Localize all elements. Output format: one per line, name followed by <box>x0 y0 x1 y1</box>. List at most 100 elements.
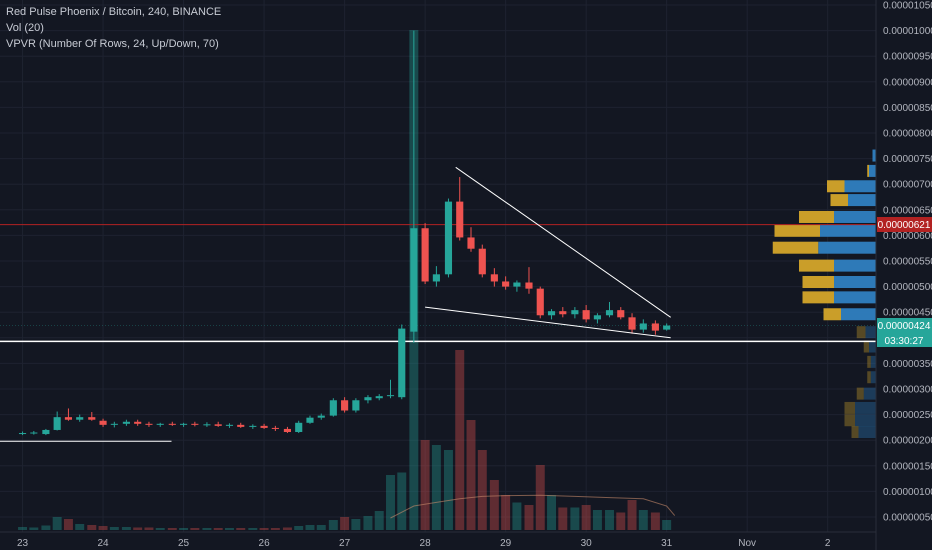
candle-body <box>237 424 245 427</box>
y-tick-label: 0.00000450 <box>883 308 932 319</box>
candle-body <box>513 282 521 287</box>
volume-bar <box>305 525 315 530</box>
candle-body <box>375 396 383 399</box>
volume-bar <box>558 507 568 530</box>
candle-body <box>571 310 579 315</box>
volume-bar <box>75 524 85 530</box>
vpvr-down-row <box>827 180 845 193</box>
volume-bar <box>121 527 131 530</box>
y-tick-label: 0.00000500 <box>883 282 932 293</box>
y-tick-label: 0.00000850 <box>883 103 932 114</box>
candle-body <box>663 325 671 330</box>
vpvr-up-row <box>841 308 876 321</box>
vpvr-indicator-label[interactable]: VPVR (Number Of Rows, 24, Up/Down, 70) <box>6 38 219 50</box>
candle-body <box>88 417 96 420</box>
price-axis[interactable] <box>876 0 932 550</box>
trendlines <box>0 166 671 442</box>
candle-body <box>386 395 395 397</box>
volume-bar <box>259 528 269 530</box>
price-axis-labels: 0.00001050 0.00001000 0.00000950 0.00000900… <box>883 1 932 524</box>
vpvr-up-row <box>872 149 876 162</box>
vpvr-up-row <box>834 259 876 272</box>
candle-body <box>456 201 464 238</box>
candle-body <box>260 425 268 428</box>
volume-bar <box>98 526 108 530</box>
candle-body <box>168 423 176 425</box>
volume-bar <box>386 475 395 530</box>
volume-bar <box>489 480 499 530</box>
y-tick-label: 0.00000800 <box>883 129 932 140</box>
last-price-tag-bg <box>877 318 932 333</box>
red-line-price-tag-bg <box>877 217 932 232</box>
volume-bar <box>63 519 73 530</box>
candle-body <box>341 400 349 411</box>
x-tick-label: 23 <box>17 538 29 549</box>
candle-body <box>30 432 38 434</box>
vpvr-down-row <box>844 401 855 414</box>
vpvr-up-row <box>855 414 876 427</box>
x-tick-label: 30 <box>581 538 593 549</box>
x-tick-label: 24 <box>97 538 109 549</box>
volume-bar <box>455 350 465 530</box>
candles <box>18 30 671 436</box>
volume-bar <box>144 527 154 530</box>
vpvr-up-row <box>870 355 876 368</box>
volume-bar <box>351 519 361 530</box>
candle-body <box>559 311 567 315</box>
candle-body <box>398 328 406 398</box>
vpvr-down-row <box>799 259 834 272</box>
symbol-title[interactable]: Red Pulse Phoenix / Bitcoin, 240, BINANC… <box>6 6 222 18</box>
volume-bar <box>41 525 51 530</box>
volume-bar <box>52 517 62 530</box>
y-tick-label: 0.00000050 <box>883 513 932 524</box>
volume-bar <box>18 527 28 530</box>
volume-bar <box>627 500 637 530</box>
y-tick-label: 0.00000300 <box>883 385 932 396</box>
candle-body <box>203 424 211 426</box>
x-tick-label: 2 <box>825 538 831 549</box>
volume-bar <box>213 528 223 530</box>
vpvr-up-row <box>834 291 876 304</box>
last-price-tag: 0.00000424 <box>878 321 931 332</box>
vpvr-up-row <box>855 401 876 414</box>
volume-bar <box>397 472 407 530</box>
trendline <box>455 166 671 318</box>
x-tick-label: 28 <box>420 538 432 549</box>
chart-legend: Red Pulse Phoenix / Bitcoin, 240, BINANC… <box>6 4 221 52</box>
candle-body <box>134 421 142 424</box>
volume-indicator-label[interactable]: Vol (20) <box>6 22 44 34</box>
vpvr-up-row <box>848 194 876 207</box>
vpvr-up-row <box>818 241 876 254</box>
horizontal-lines <box>0 224 876 343</box>
y-tick-label: 0.00000700 <box>883 180 932 191</box>
candle-body <box>329 400 337 416</box>
candle-body <box>110 423 118 425</box>
candle-body <box>444 201 453 275</box>
candle-body <box>306 417 314 423</box>
y-tick-label: 0.00000650 <box>883 205 932 216</box>
volume-bar <box>29 527 39 530</box>
vpvr-down-row <box>802 291 834 304</box>
candle-body <box>352 400 360 411</box>
countdown-tag-bg <box>877 333 932 347</box>
grid-lines <box>0 0 876 532</box>
volume-bar <box>328 520 338 530</box>
volume-bar <box>605 510 614 530</box>
vpvr-up-row <box>869 164 876 177</box>
candle-body <box>593 315 601 320</box>
candle-body <box>478 248 486 275</box>
candle-body <box>53 417 61 430</box>
x-tick-label: 26 <box>259 538 271 549</box>
y-tick-label: 0.00000950 <box>883 52 932 63</box>
candle-body <box>180 423 188 425</box>
vpvr-up-row <box>834 210 876 223</box>
y-tick-label: 0.00001050 <box>883 1 932 12</box>
y-tick-label: 0.00000150 <box>883 461 932 472</box>
volume-bar <box>340 517 350 530</box>
price-tags: 0.00000621 0.00000424 03:30:27 <box>877 217 932 347</box>
vpvr-down-row <box>863 340 869 353</box>
volume-bar <box>167 528 177 530</box>
red-line-price-tag: 0.00000621 <box>878 220 931 231</box>
